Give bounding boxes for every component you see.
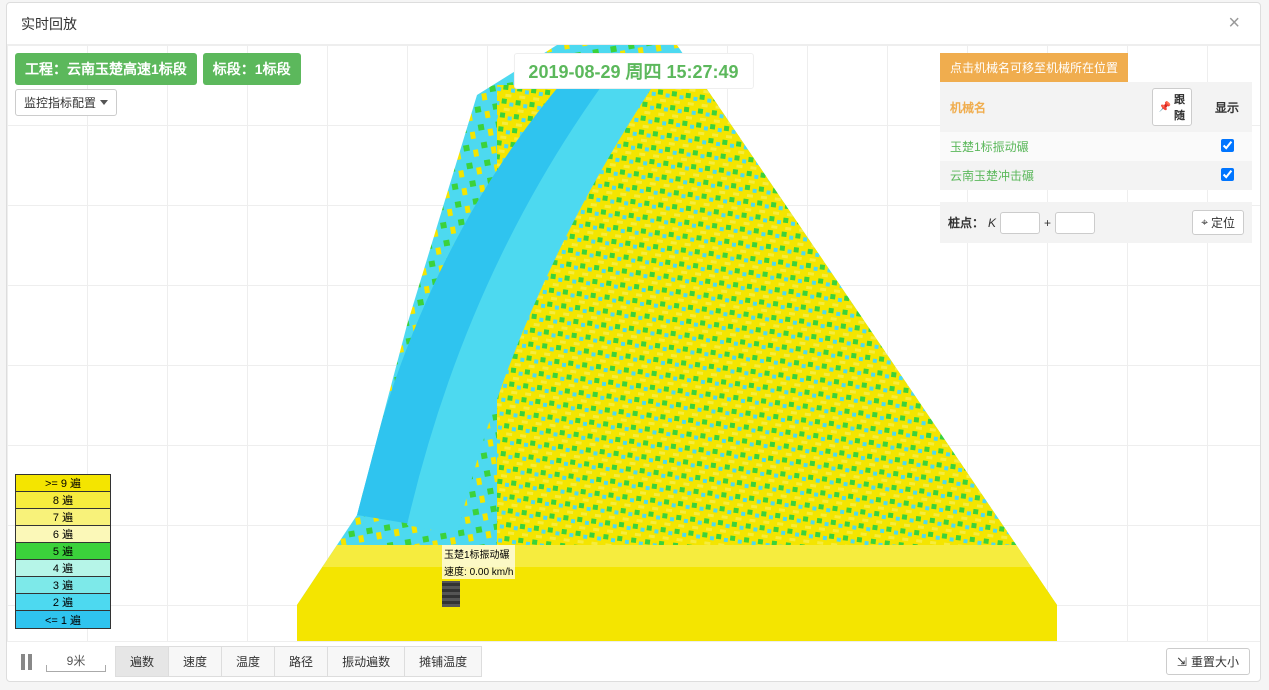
pause-button[interactable]	[17, 650, 36, 674]
modal-title: 实时回放	[21, 14, 77, 34]
legend-row: >= 9 遍	[16, 475, 110, 492]
machine-table: 机械名 跟随 显示 玉楚1标振动碾云南玉楚冲击碾	[940, 82, 1252, 190]
stake-offset-input[interactable]	[1055, 212, 1095, 234]
col-machine-name: 机械名	[940, 82, 1142, 132]
pin-icon	[1159, 101, 1171, 113]
metric-config-dropdown[interactable]: 监控指标配置	[15, 89, 117, 116]
playback-timestamp: 2019-08-29 周四 15:27:49	[513, 53, 753, 89]
tab-3[interactable]: 路径	[274, 646, 328, 677]
resize-icon	[1177, 655, 1187, 669]
modal-body: 玉楚1标振动碾 速度: 0.00 km/h 工程：云南玉楚高速1标段 标段：1标…	[7, 45, 1260, 641]
tab-4[interactable]: 振动遍数	[327, 646, 405, 677]
tab-2[interactable]: 温度	[221, 646, 275, 677]
location-icon	[1201, 215, 1208, 230]
legend-row: 5 遍	[16, 543, 110, 560]
show-checkbox[interactable]	[1221, 168, 1234, 181]
map-scale: 9米	[46, 652, 106, 672]
modal-header: 实时回放 ×	[7, 3, 1260, 45]
roller-icon	[442, 581, 460, 607]
stake-locator: 桩点： K + 定位	[940, 202, 1252, 243]
legend-row: 2 遍	[16, 594, 110, 611]
machine-name-link[interactable]: 玉楚1标振动碾	[950, 140, 1029, 154]
locate-button[interactable]: 定位	[1192, 210, 1244, 235]
machine-name-link[interactable]: 云南玉楚冲击碾	[950, 169, 1034, 183]
tab-1[interactable]: 速度	[168, 646, 222, 677]
marker-speed: 速度: 0.00 km/h	[442, 562, 515, 579]
machine-hint: 点击机械名可移至机械所在位置	[940, 53, 1128, 82]
close-icon[interactable]: ×	[1222, 8, 1246, 39]
follow-button[interactable]: 跟随	[1152, 88, 1192, 126]
right-panel: 点击机械名可移至机械所在位置 机械名 跟随 显示 玉楚1标振动碾云南玉楚冲击碾 …	[940, 53, 1252, 243]
playback-modal: 实时回放 ×	[6, 2, 1261, 682]
tab-5[interactable]: 摊铺温度	[404, 646, 482, 677]
legend-row: <= 1 遍	[16, 611, 110, 628]
legend-row: 6 遍	[16, 526, 110, 543]
reset-size-button[interactable]: 重置大小	[1166, 648, 1250, 675]
modal-footer: 9米 遍数速度温度路径振动遍数摊铺温度 重置大小	[7, 641, 1260, 681]
tab-0[interactable]: 遍数	[115, 646, 169, 677]
metric-tabs: 遍数速度温度路径振动遍数摊铺温度	[116, 646, 482, 677]
show-checkbox[interactable]	[1221, 139, 1234, 152]
machine-marker[interactable]: 玉楚1标振动碾 速度: 0.00 km/h	[442, 545, 515, 607]
chevron-down-icon	[100, 100, 108, 105]
pass-count-legend: >= 9 遍8 遍7 遍6 遍5 遍4 遍3 遍2 遍<= 1 遍	[15, 474, 111, 629]
table-row: 云南玉楚冲击碾	[940, 161, 1252, 190]
stake-k-input[interactable]	[1000, 212, 1040, 234]
legend-row: 7 遍	[16, 509, 110, 526]
legend-row: 8 遍	[16, 492, 110, 509]
marker-name: 玉楚1标振动碾	[442, 545, 515, 562]
table-row: 玉楚1标振动碾	[940, 132, 1252, 161]
col-follow: 跟随	[1142, 82, 1202, 132]
project-badges: 工程：云南玉楚高速1标段 标段：1标段	[15, 53, 301, 85]
col-show: 显示	[1202, 82, 1252, 132]
legend-row: 4 遍	[16, 560, 110, 577]
section-badge: 标段：1标段	[203, 53, 301, 85]
project-badge: 工程：云南玉楚高速1标段	[15, 53, 197, 85]
legend-row: 3 遍	[16, 577, 110, 594]
